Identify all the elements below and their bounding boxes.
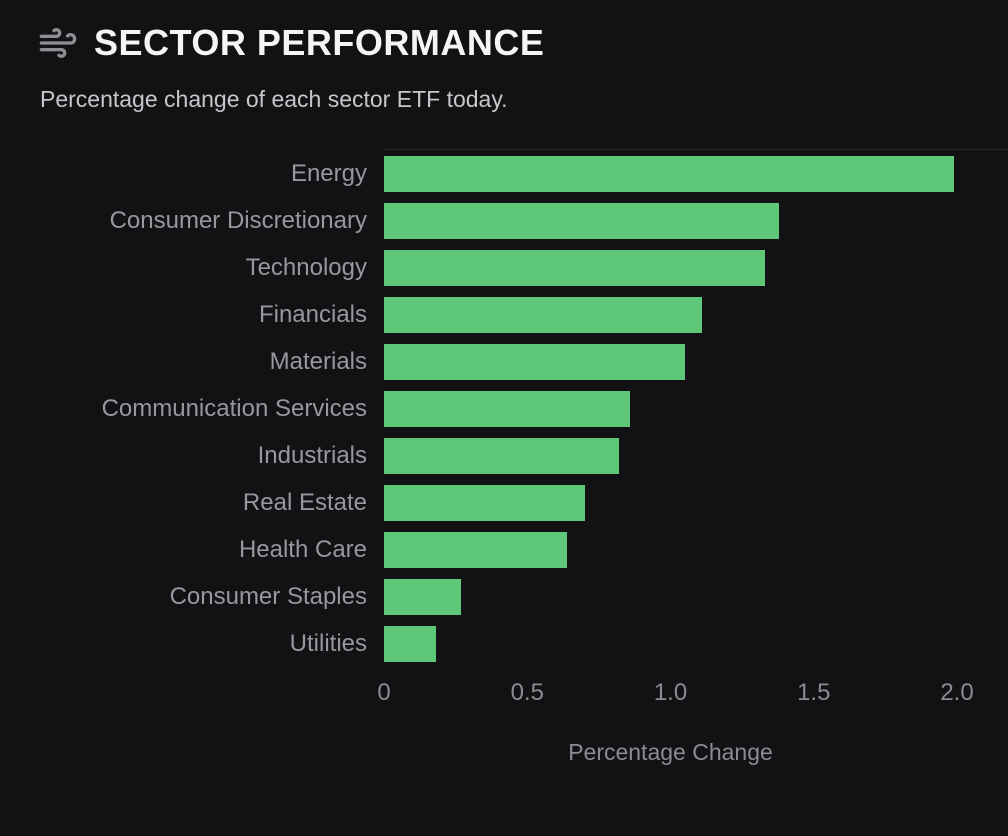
- page-subtitle: Percentage change of each sector ETF tod…: [40, 86, 508, 112]
- widget-header: SECTOR PERFORMANCE: [0, 0, 1008, 64]
- bar-utilities[interactable]: [384, 625, 436, 662]
- bar-row-real-estate: Real Estate: [0, 479, 1008, 526]
- bar-track-consumer-staples: [384, 578, 957, 615]
- bar-row-consumer-staples: Consumer Staples: [0, 573, 1008, 620]
- bar-row-utilities: Utilities: [0, 620, 1008, 667]
- bar-rows: Energy Consumer Discretionary Technology Fi…: [0, 150, 1008, 667]
- category-label-energy: Energy: [290, 159, 367, 187]
- category-label-utilities: Utilities: [289, 629, 367, 657]
- bar-track-energy: [384, 155, 957, 192]
- bar-health-care[interactable]: [384, 531, 568, 568]
- x-axis: 0 0.5 1.0 1.5 2.0: [377, 679, 973, 713]
- bar-consumer-staples[interactable]: [384, 578, 462, 615]
- sector-bar-chart: Energy Consumer Discretionary Technology Fi…: [0, 149, 1008, 766]
- category-label-consumer-staples: Consumer Staples: [169, 582, 367, 610]
- bar-track-communication-services: [384, 390, 957, 427]
- bar-track-health-care: [384, 531, 957, 568]
- wind-icon: [39, 28, 77, 58]
- bar-track-financials: [384, 296, 957, 333]
- bar-materials[interactable]: [384, 343, 685, 380]
- bar-track-real-estate: [384, 484, 957, 521]
- category-label-technology: Technology: [245, 253, 367, 281]
- bar-row-technology: Technology: [0, 244, 1008, 291]
- category-label-financials: Financials: [258, 300, 367, 328]
- plot-top-spine: [384, 149, 1008, 150]
- category-label-industrials: Industrials: [257, 441, 367, 469]
- x-tick-0: 0: [377, 679, 391, 706]
- bar-real-estate[interactable]: [384, 484, 585, 521]
- category-label-health-care: Health Care: [238, 535, 367, 563]
- category-label-consumer-discretionary: Consumer Discretionary: [109, 206, 367, 234]
- x-tick-2-0: 2.0: [940, 679, 974, 706]
- bar-row-communication-services: Communication Services: [0, 385, 1008, 432]
- bar-row-health-care: Health Care: [0, 526, 1008, 573]
- bar-row-energy: Energy: [0, 150, 1008, 197]
- bar-communication-services[interactable]: [384, 390, 631, 427]
- bar-technology[interactable]: [384, 249, 766, 286]
- page-title: SECTOR PERFORMANCE: [94, 22, 545, 63]
- category-label-real-estate: Real Estate: [242, 488, 367, 516]
- bar-energy[interactable]: [384, 155, 955, 192]
- bar-track-consumer-discretionary: [384, 202, 957, 239]
- bar-row-materials: Materials: [0, 338, 1008, 385]
- x-tick-1-0: 1.0: [653, 679, 688, 706]
- category-label-communication-services: Communication Services: [101, 394, 367, 422]
- bar-row-consumer-discretionary: Consumer Discretionary: [0, 197, 1008, 244]
- bar-track-utilities: [384, 625, 957, 662]
- bar-track-materials: [384, 343, 957, 380]
- bar-industrials[interactable]: [384, 437, 619, 474]
- category-label-materials: Materials: [269, 347, 367, 375]
- bar-row-industrials: Industrials: [0, 432, 1008, 479]
- bar-financials[interactable]: [384, 296, 702, 333]
- x-tick-1-5: 1.5: [797, 679, 831, 706]
- bar-row-financials: Financials: [0, 291, 1008, 338]
- bar-track-industrials: [384, 437, 957, 474]
- x-tick-0-5: 0.5: [510, 679, 544, 706]
- bar-consumer-discretionary[interactable]: [384, 202, 780, 239]
- x-axis-title: Percentage Change: [568, 739, 773, 765]
- bar-track-technology: [384, 249, 957, 286]
